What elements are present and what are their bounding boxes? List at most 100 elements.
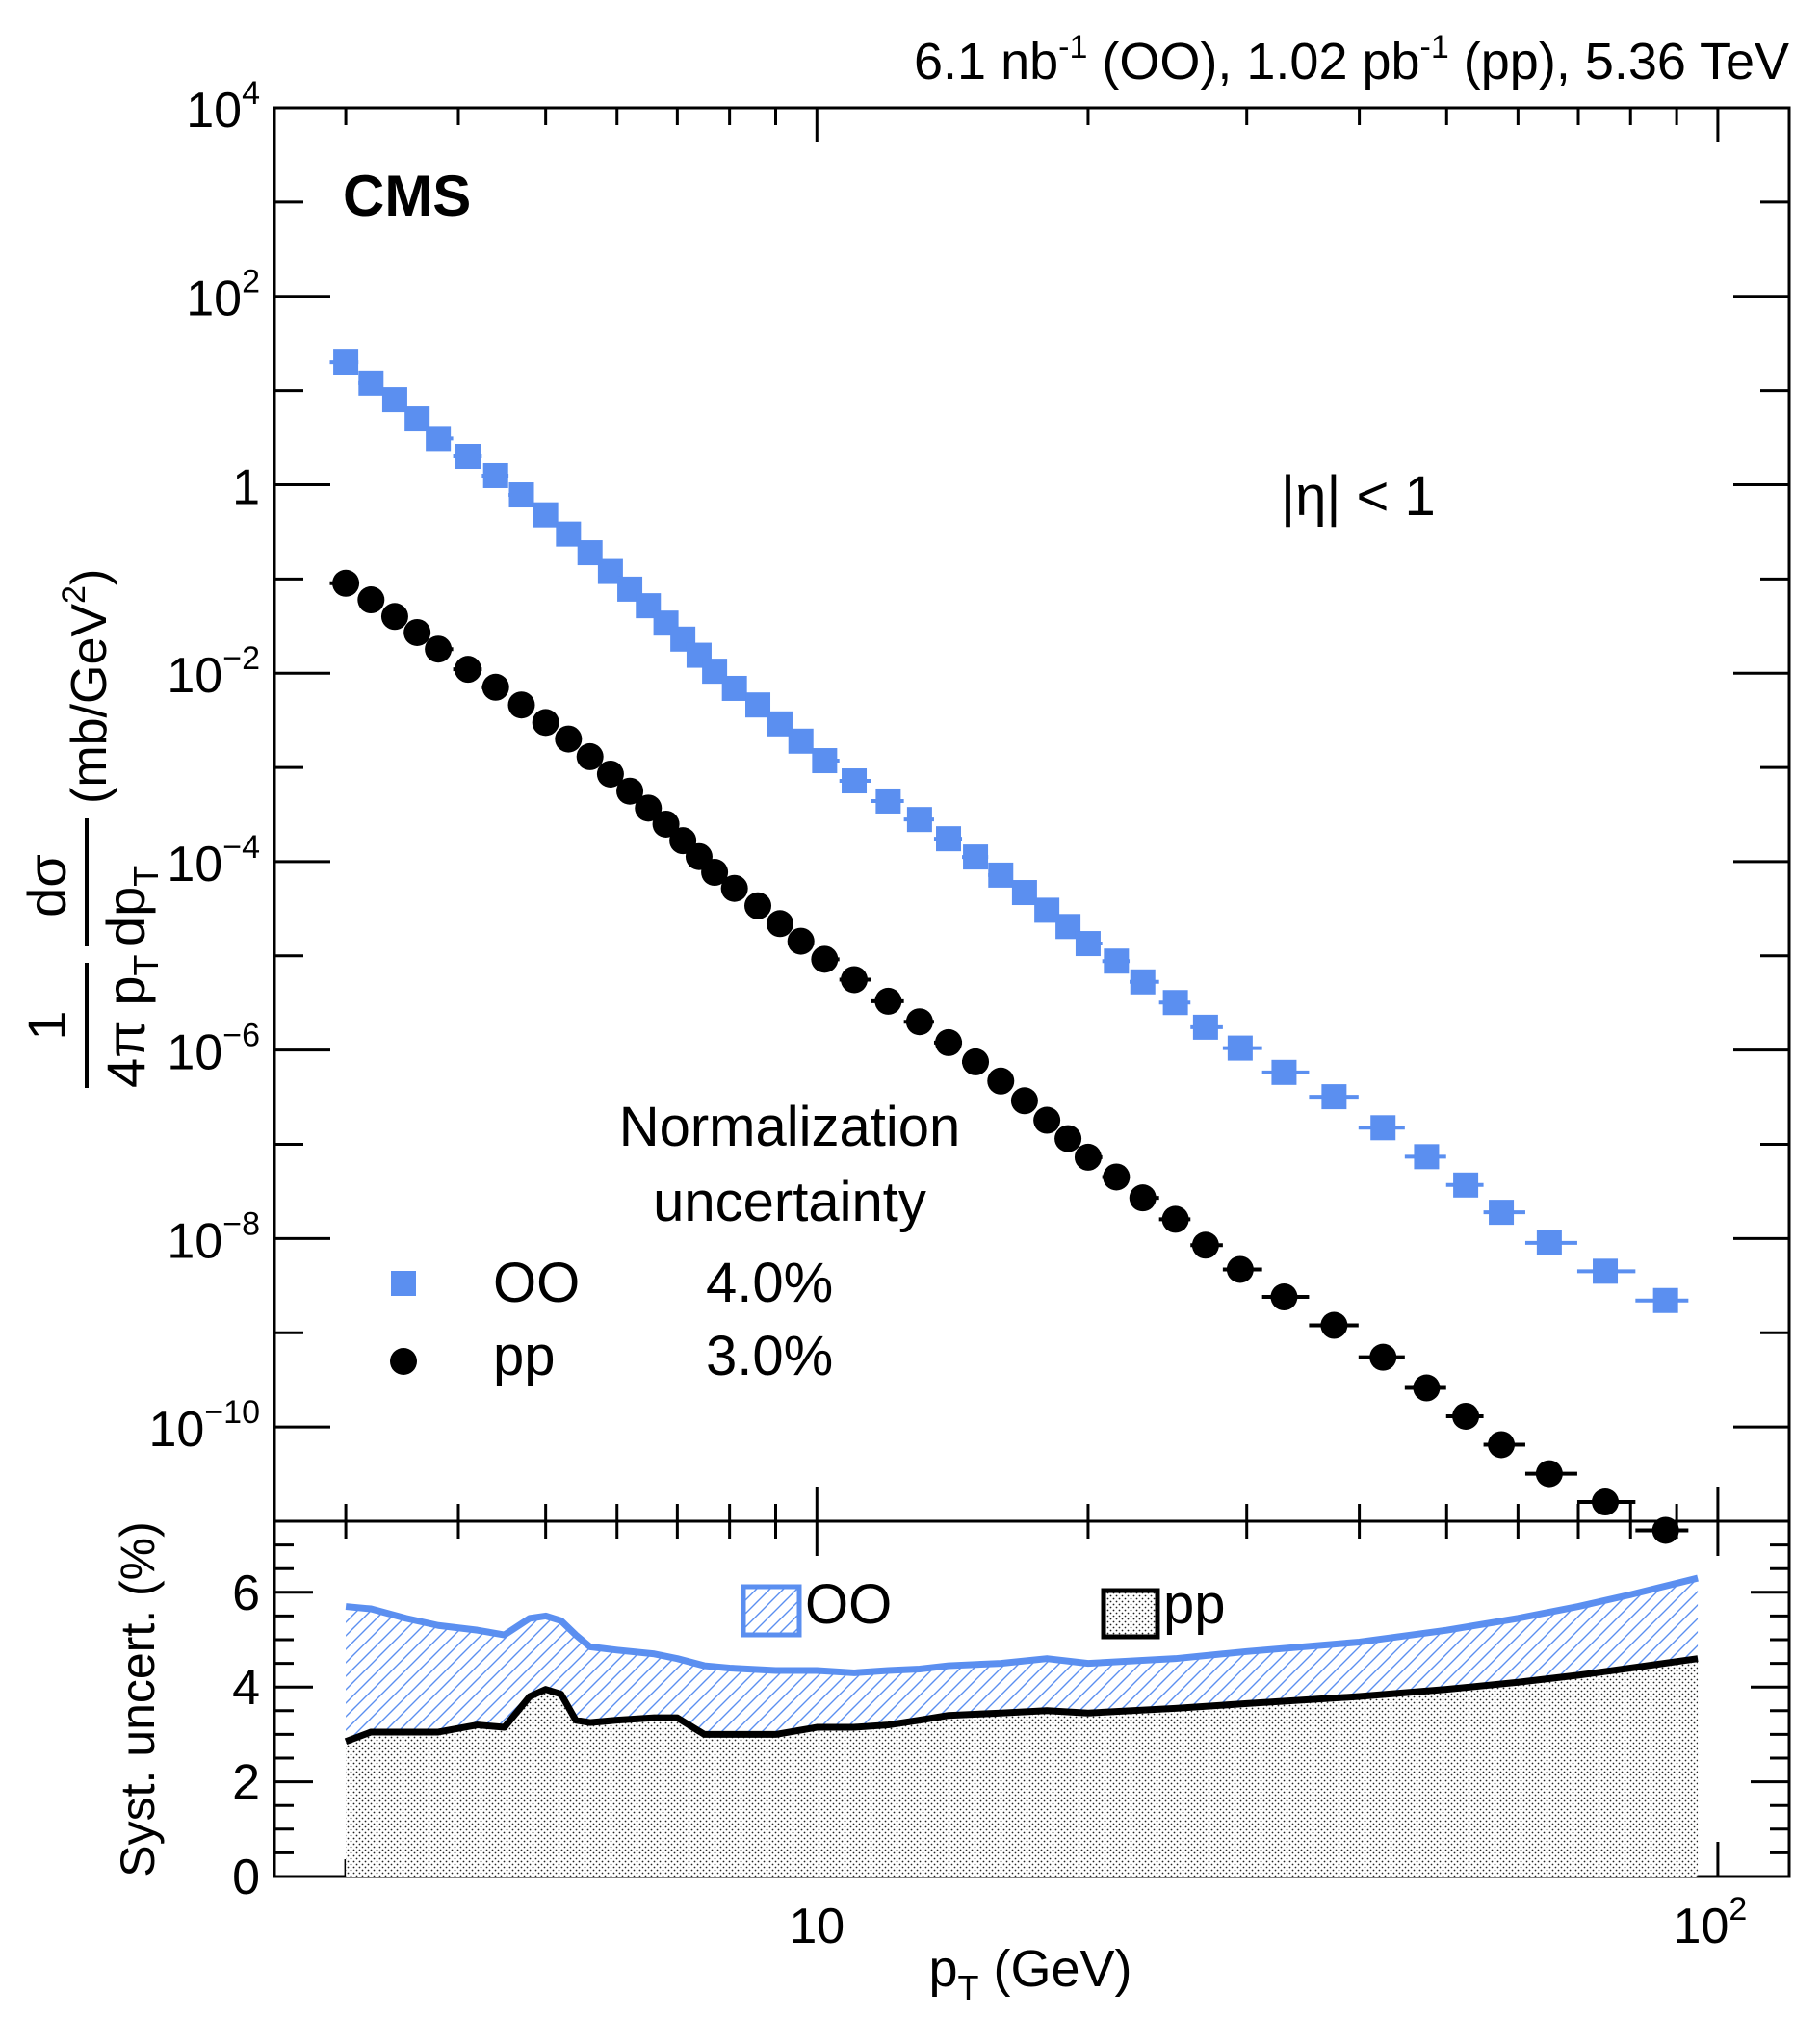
ylabel-dsigma: dσ bbox=[16, 854, 77, 918]
pp-point bbox=[332, 569, 360, 597]
pp-point bbox=[962, 1048, 990, 1075]
pp-point bbox=[1320, 1311, 1348, 1339]
lower-legend-pp-label: pp bbox=[1163, 1573, 1226, 1636]
lower-y-tick-label: 2 bbox=[232, 1755, 260, 1811]
pp-point bbox=[1651, 1516, 1679, 1544]
oo-point bbox=[1227, 1035, 1253, 1061]
y-tick-label: 10−10 bbox=[148, 1394, 260, 1458]
legend-oo-value: 4.0% bbox=[706, 1252, 833, 1314]
oo-point bbox=[1162, 990, 1188, 1016]
lower-y-tick-label: 4 bbox=[232, 1660, 260, 1716]
ylabel-denominator: 4π pT bbox=[95, 955, 166, 1088]
pp-point bbox=[766, 910, 793, 938]
oo-point bbox=[1453, 1172, 1479, 1198]
axis-ticks bbox=[274, 106, 1789, 1878]
pp-point bbox=[841, 966, 869, 994]
pp-point bbox=[576, 742, 604, 770]
oo-point bbox=[812, 748, 838, 774]
oo-point bbox=[1034, 897, 1060, 923]
pp-syst-line bbox=[344, 1655, 1699, 1746]
y-tick-label: 102 bbox=[186, 264, 260, 327]
pp-point bbox=[635, 794, 663, 822]
oo-point bbox=[1370, 1115, 1396, 1141]
y-tick-label: 10−8 bbox=[167, 1205, 260, 1269]
legend-title-line1: Normalization bbox=[619, 1096, 961, 1158]
lower-legend-oo-label: OO bbox=[805, 1573, 892, 1636]
oo-point bbox=[767, 711, 793, 737]
pp-point bbox=[481, 673, 509, 701]
y-tick-label: 10−2 bbox=[167, 640, 260, 704]
pp-point bbox=[1074, 1143, 1102, 1171]
oo-point bbox=[1271, 1059, 1297, 1085]
legend-oo-name: OO bbox=[493, 1252, 580, 1314]
lower-legend-oo-swatch bbox=[741, 1584, 802, 1638]
oo-point bbox=[1075, 931, 1101, 957]
pp-point bbox=[1191, 1231, 1219, 1259]
pp-point bbox=[1033, 1106, 1061, 1134]
oo-point bbox=[381, 387, 407, 413]
upper-y-axis-label: 1 4π pT dσ dpT (mb/GeV2) bbox=[16, 569, 166, 1088]
pp-point bbox=[1592, 1488, 1620, 1516]
oo-point bbox=[1011, 880, 1037, 906]
pp-point bbox=[652, 810, 680, 838]
pp-point bbox=[744, 892, 772, 919]
tick-labels: 104 102 1 10−2 10−4 10−6 10−8 10−10 0 2 4 6 10 102 bbox=[148, 75, 1747, 1954]
pp-point bbox=[616, 777, 644, 805]
oo-point bbox=[906, 807, 932, 833]
oo-point bbox=[1593, 1258, 1619, 1284]
oo-point bbox=[1489, 1200, 1515, 1226]
oo-point bbox=[426, 426, 452, 452]
oo-point bbox=[556, 521, 582, 547]
oo-point bbox=[1192, 1014, 1218, 1040]
pp-point bbox=[1129, 1184, 1157, 1212]
oo-point bbox=[508, 482, 534, 508]
legend-pp-marker bbox=[390, 1348, 417, 1375]
legend-oo-marker bbox=[391, 1271, 416, 1296]
pp-syst-area bbox=[346, 1658, 1699, 1877]
oo-point bbox=[482, 462, 508, 488]
pp-point bbox=[1452, 1402, 1480, 1430]
ylabel-units: (mb/GeV2) bbox=[56, 569, 117, 804]
oo-point bbox=[1414, 1144, 1440, 1170]
y-tick-label: 10−4 bbox=[167, 829, 260, 893]
pp-point bbox=[425, 635, 453, 663]
pp-point bbox=[380, 603, 408, 631]
oo-point bbox=[988, 862, 1014, 888]
syst-uncertainty-bands bbox=[344, 1574, 1699, 1877]
y-tick-label: 1 bbox=[232, 459, 260, 515]
oo-point bbox=[1130, 969, 1156, 995]
pp-point bbox=[1226, 1255, 1254, 1283]
experiment-label: CMS bbox=[343, 164, 471, 228]
pp-point bbox=[1270, 1283, 1298, 1311]
oo-point bbox=[1321, 1084, 1347, 1110]
pp-point bbox=[987, 1067, 1015, 1095]
pp-point bbox=[874, 987, 902, 1015]
pp-point bbox=[701, 859, 729, 887]
oo-point bbox=[842, 768, 868, 794]
pp-point bbox=[555, 725, 583, 753]
lower-legend-pp-swatch bbox=[1101, 1588, 1160, 1640]
oo-point bbox=[788, 728, 814, 754]
pp-point bbox=[905, 1008, 933, 1036]
x-tick-label: 10 bbox=[789, 1899, 845, 1954]
oo-point bbox=[1104, 948, 1130, 974]
pp-point bbox=[1010, 1087, 1038, 1115]
pp-point bbox=[403, 618, 431, 646]
oo-point bbox=[936, 826, 962, 852]
oo-point bbox=[721, 675, 747, 701]
oo-point bbox=[745, 692, 771, 718]
pp-point bbox=[357, 586, 385, 614]
y-tick-label: 104 bbox=[186, 75, 260, 139]
legend-pp-name: pp bbox=[493, 1325, 556, 1387]
lower-y-axis-label: Syst. uncert. (%) bbox=[111, 1521, 165, 1877]
x-axis-label: pT (GeV) bbox=[928, 1940, 1131, 2007]
eta-cut-label: |η| < 1 bbox=[1281, 465, 1436, 528]
oo-point bbox=[358, 370, 384, 396]
pp-point bbox=[1054, 1125, 1082, 1152]
pp-point bbox=[1535, 1460, 1563, 1488]
cross-section-points bbox=[329, 349, 1689, 1544]
pp-point bbox=[1369, 1343, 1397, 1371]
pp-point bbox=[532, 709, 559, 737]
pp-point bbox=[1161, 1205, 1189, 1233]
